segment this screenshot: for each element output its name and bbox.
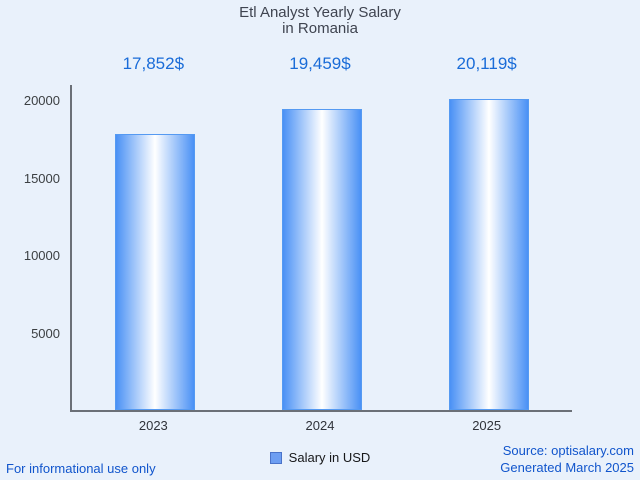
y-tick-label: 20000: [23, 93, 60, 109]
generated-date: Generated March 2025: [500, 460, 634, 475]
chart-title-line2: in Romania: [282, 20, 358, 37]
legend: Salary in USD: [0, 450, 640, 465]
chart-title-line1: Etl Analyst Yearly Salary: [239, 4, 401, 21]
bar-2023: [115, 134, 196, 410]
y-tick-label: 10000: [23, 248, 60, 264]
bar-2024: [282, 109, 362, 410]
legend-swatch-icon: [269, 451, 282, 464]
disclaimer-text: For informational use only: [6, 461, 156, 476]
legend-label: Salary in USD: [288, 450, 371, 465]
x-tick-label: 2025: [472, 418, 502, 433]
bar-value-label: 20,119$: [456, 54, 517, 73]
source-link[interactable]: Source: optisalary.com: [502, 443, 634, 458]
bar-value-label: 17,852$: [122, 54, 185, 73]
x-tick-label: 2023: [138, 418, 168, 433]
y-tick-label: 5000: [31, 325, 60, 341]
source-block: Source: optisalary.com Generated March 2…: [500, 442, 634, 476]
x-tick-label: 2024: [305, 418, 335, 433]
y-tick-label: 15000: [23, 170, 60, 186]
bar-2025: [448, 99, 529, 410]
plot-area: [70, 85, 572, 412]
chart-title: Etl Analyst Yearly Salary in Romania: [0, 5, 640, 37]
bar-value-label: 19,459$: [289, 54, 351, 73]
